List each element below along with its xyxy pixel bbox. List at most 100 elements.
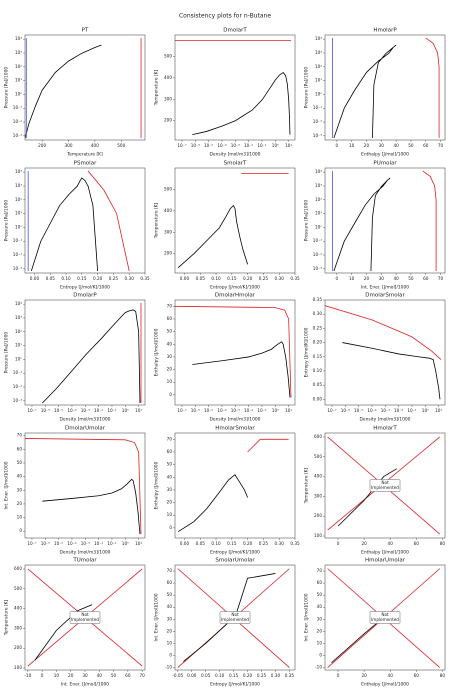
y-tick-label: 10¹ [15,211,22,216]
x-axis-label: Density [mol/m3]/1000 [60,417,111,423]
y-tick-label: 10² [15,197,22,202]
x-tick-label: 0.05 [46,276,56,281]
y-tick-label: 300 [164,229,172,234]
x-tick-label: 10⁻⁶ [41,541,51,546]
x-tick-label: 10¹ [135,408,142,413]
y-tick-label: 50 [167,462,173,467]
x-tick-label: 0.30 [271,673,281,678]
y-tick-label: 30 [17,487,23,492]
annotation: Not [381,480,389,485]
y-tick-label: 10⁴ [315,169,322,174]
x-tick-label: 80 [440,541,446,546]
x-tick-label: 10⁻⁵ [204,143,214,148]
x-tick-label: 0.20 [243,276,253,281]
y-tick-label: 10⁰ [315,224,322,229]
x-tick-label: 0.25 [259,541,269,546]
x-tick-label: 0.35 [285,673,295,678]
x-tick-label: 10⁻³ [231,143,241,148]
x-tick-label: 10⁰ [122,408,129,413]
x-tick-label: 70 [139,673,145,678]
y-tick-label: 0.30 [313,311,323,316]
x-tick-label: 0 [337,673,340,678]
x-axis-label: Enthalpy [J/mol]/1000 [361,550,409,556]
y-tick-label: 0.25 [313,325,323,330]
y-tick-label: 10³ [15,315,22,320]
plot-area [175,39,291,136]
series-line [333,177,391,272]
y-tick-label: 10⁻³ [313,133,323,138]
y-tick-label: 10⁻³ [13,266,23,271]
x-tick-label: -10 [24,673,31,678]
x-tick-label: 0.05 [196,276,206,281]
y-tick-label: -10 [165,665,172,670]
x-tick-label: 10¹ [285,143,292,148]
series-line [175,305,292,398]
y-axis-label: Temperature [K] [154,202,160,239]
y-tick-label: 10¹ [315,78,322,83]
x-tick-label: 0 [337,541,340,546]
x-tick-label: 60 [125,673,131,678]
annotation-box [219,611,251,624]
x-tick-label: 10⁰ [422,408,429,413]
x-tick-label: 60 [414,541,420,546]
x-tick-label: 0.35 [290,541,300,546]
axes-frame [24,299,146,406]
x-tick-label: 0 [41,673,44,678]
y-axis-label: Enthalpy [J/mol]/1000 [154,461,160,509]
y-tick-label: 70 [167,303,173,308]
y-tick-label: 0 [319,653,322,658]
series-line [422,170,437,271]
y-tick-label: 10¹ [15,78,22,83]
y-tick-label: 0 [169,392,172,397]
plot-area [25,38,142,139]
axes-frame [24,34,146,141]
y-tick-label: 400 [164,208,172,213]
y-tick-label: 300 [14,625,22,630]
x-tick-label: 10⁻³ [81,541,91,546]
figure-title: Consistency plots for n-Butane [179,13,271,20]
axes-frame [324,564,446,671]
series-line [325,305,442,360]
y-tick-label: 10⁻³ [13,398,23,403]
y-tick-label: 200 [164,251,172,256]
x-tick-label: 60 [423,276,429,281]
x-tick-label: 10⁻¹ [107,541,117,546]
x-tick-label: 0.10 [61,276,71,281]
axes-frame [174,167,296,274]
x-tick-label: 10⁻³ [381,408,391,413]
series-line [342,342,441,400]
chart-title: DmolarT [223,28,247,34]
y-tick-label: 10⁻³ [313,266,323,271]
annotation: Not [231,612,239,617]
y-tick-label: 10⁰ [15,356,22,361]
x-tick-label: 10 [54,673,60,678]
x-tick-label: 0.35 [290,276,300,281]
y-tick-label: 10⁰ [15,91,22,96]
x-tick-label: 0.15 [227,276,237,281]
x-tick-label: 0.15 [77,276,87,281]
x-tick-label: 300 [65,143,73,148]
y-tick-label: 10³ [15,183,22,188]
x-axis-label: Density [mol/m3]/1000 [210,417,261,423]
y-axis-label: Pressure [Pa]/1000 [4,200,10,242]
y-tick-label: 10² [15,64,22,69]
y-axis-label: Int. Ener. [J/mol]/1000 [154,593,160,641]
y-tick-label: 10² [15,329,22,334]
x-tick-label: 10⁻⁷ [27,408,37,413]
x-tick-label: 10⁻² [244,408,254,413]
x-tick-label: 0.05 [196,541,206,546]
chart-title: HmolarSmolar [215,426,255,432]
chart-title: PUmolar [373,161,397,167]
y-tick-label: 10 [317,640,323,645]
y-tick-label: 60 [167,580,173,585]
y-tick-label: 70 [167,568,173,573]
y-tick-label: 70 [317,568,323,573]
series-line [177,474,248,533]
y-tick-label: 100 [14,665,22,670]
x-tick-label: 10⁻⁴ [67,408,77,413]
y-tick-label: 10² [315,197,322,202]
x-tick-label: 10¹ [135,541,142,546]
series-line [247,438,289,453]
y-axis-label: Int. Ener. [J/mol]/1000 [4,461,10,509]
x-tick-label: 30 [379,276,385,281]
